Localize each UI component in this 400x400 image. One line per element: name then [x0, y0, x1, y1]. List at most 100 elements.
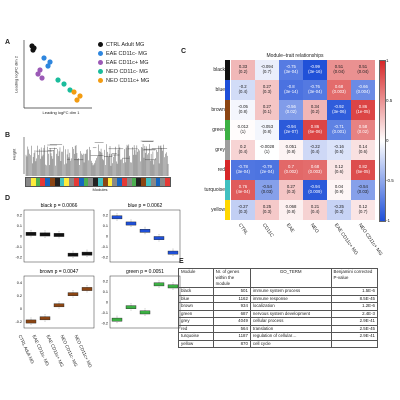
- heatmap-cell: -0.78 (3e-04): [231, 160, 255, 180]
- module-color-segment: [102, 178, 108, 186]
- heatmap-cell: -0.2 (0.4): [231, 80, 255, 100]
- module-color-segment: [83, 178, 89, 186]
- module-color-segment: [126, 178, 132, 186]
- heatmap-row-label: yellow: [211, 207, 225, 213]
- heatmap-title: Module–trait relationships: [266, 53, 324, 59]
- module-color-swatch: [225, 60, 230, 80]
- module-color-segment: [26, 178, 31, 186]
- module-color-segment: [112, 178, 118, 186]
- module-color-swatch: [225, 100, 230, 120]
- boxplot-box: [67, 292, 79, 296]
- go-module-cell: red: [178, 324, 214, 333]
- boxplot-box: [139, 229, 151, 233]
- sample-point: [55, 77, 61, 83]
- heatmap-cell: -0.94 (2e-07): [279, 120, 303, 140]
- module-color-swatch: [225, 140, 230, 160]
- scale-tick-label: 0: [386, 138, 389, 143]
- boxplot-frame: [109, 209, 181, 263]
- boxplot-subtitle: brown p = 0.0047: [40, 269, 79, 275]
- legend-label: NEO CD11c- MG: [106, 68, 149, 75]
- boxplot-box: [167, 284, 179, 289]
- module-color-swatch: [225, 160, 230, 180]
- heatmap-cell: 0.051 (0.8): [279, 140, 303, 160]
- go-pvalue-cell: [330, 339, 379, 348]
- heatmap-cell: -0.56 (0.02): [279, 100, 303, 120]
- boxplot-subtitle: green p = 0.0051: [126, 269, 164, 275]
- go-term-table: Module Nr. of genes within the module GO…: [178, 268, 379, 348]
- heatmap-column-label: CTRL: [236, 223, 249, 237]
- go-table-row: brown 934 localization 1.2E-6: [178, 302, 379, 311]
- heatmap-cell: 0.2 (0.4): [231, 140, 255, 160]
- boxplot-box: [39, 316, 51, 321]
- module-color-segment: [136, 178, 142, 186]
- boxplot-box: [125, 305, 137, 309]
- module-color-segment: [54, 178, 60, 186]
- boxplot-tick-label: -0.2: [101, 321, 108, 325]
- boxplot-box: [153, 282, 165, 287]
- boxplot-tick-label: 0.4: [17, 281, 22, 285]
- go-table-row: blue 1162 immune response 8.5E-45: [178, 294, 379, 303]
- boxplot-frame: [23, 275, 95, 329]
- heatmap-cell: 0.14 (0.6): [351, 140, 375, 160]
- boxplot-box: [111, 215, 123, 220]
- module-color-segment: [49, 178, 55, 186]
- legend-swatch: [98, 51, 103, 56]
- heatmap-cell: 0.04 (0.9): [327, 180, 351, 200]
- heatmap-scale-ticks: 1 0.5 0 -0.5 -1: [386, 58, 398, 224]
- panel-a-xlabel: Leading logFC dim 1: [42, 110, 80, 115]
- heatmap-cell: 0.58 (0.02): [351, 120, 375, 140]
- boxplot-box: [25, 232, 37, 236]
- boxplot-box: [111, 317, 123, 322]
- panel-label-e: E: [179, 258, 184, 265]
- legend-item: EAE CD11c- MG: [98, 49, 149, 58]
- boxplot-box: [67, 252, 79, 257]
- go-term-cell: cellular process: [249, 317, 332, 326]
- module-color-segment: [97, 178, 103, 186]
- heatmap-cell: 0.7 (0.002): [279, 160, 303, 180]
- sample-point: [37, 67, 43, 73]
- boxplot-tick-label: 0.2: [17, 214, 22, 218]
- sample-point: [74, 97, 80, 103]
- go-module-cell: turquoise: [178, 332, 214, 341]
- sample-point: [35, 71, 41, 77]
- heatmap-cell: 0.27 (0.3): [255, 80, 279, 100]
- boxplot-frame: [23, 209, 95, 263]
- module-color-segment: [35, 178, 41, 186]
- sample-point: [30, 47, 36, 53]
- heatmap-cell: 0.12 (0.7): [351, 200, 375, 220]
- heatmap-cell: 0.27 (0.1): [255, 100, 279, 120]
- panel-b-xlabel: Modules: [92, 187, 108, 192]
- go-table-row: yellow 870 cell cycle: [178, 339, 379, 348]
- module-eigengene-boxplots: black p = 0.0066 0.2 0.1 0 -0.1 -0.2 blue p = …: [15, 203, 181, 329]
- legend-item: NEO CD11c- MG: [98, 67, 149, 76]
- go-pvalue-cell: 2.4E-3: [330, 309, 379, 318]
- boxplot-tick-label: -0.2: [15, 255, 22, 259]
- go-term-cell: immune system process: [249, 287, 332, 296]
- heatmap-cell: 0.86 (1e-05): [351, 100, 375, 120]
- heatmap-row-labels: black blue brown green grey red turquoise yello…: [183, 60, 233, 220]
- module-color-segment: [30, 178, 36, 186]
- boxplot-box: [167, 250, 179, 255]
- boxplot-tick-label: 0.1: [103, 224, 108, 228]
- heatmap-cell: 0.86 (6e-06): [303, 120, 327, 140]
- heatmap-column-label: NEO CD11c+ MG: [356, 223, 383, 257]
- module-color-segment: [141, 178, 146, 186]
- boxplot-box: [53, 303, 65, 308]
- heatmap-cell: -0.76 (3e-04): [303, 80, 327, 100]
- heatmap-cell: -0.8 (3e-14): [279, 80, 303, 100]
- heatmap-cell: -0.25 (0.3): [327, 200, 351, 220]
- heatmap-column-label: EAE: [284, 223, 295, 234]
- heatmap-cell: 0.68 (0.003): [327, 80, 351, 100]
- panel-a-ylabel: Leading logFC dim 2: [13, 56, 19, 93]
- boxplot-box: [25, 319, 37, 324]
- panel-label-c: C: [181, 48, 187, 55]
- heatmap-cell: -0.094 (0.7): [255, 60, 279, 80]
- module-color-segment: [93, 178, 98, 186]
- heatmap-cell: 0.12 (0.6): [327, 160, 351, 180]
- legend-swatch: [98, 60, 103, 65]
- boxplot-box: [139, 310, 151, 315]
- go-gene-count-cell: 501: [212, 287, 251, 296]
- go-pvalue-cell: 1.2E-6: [330, 302, 379, 311]
- module-color-segment: [88, 178, 94, 186]
- heatmap-cell: 0.51 (0.04): [351, 60, 375, 80]
